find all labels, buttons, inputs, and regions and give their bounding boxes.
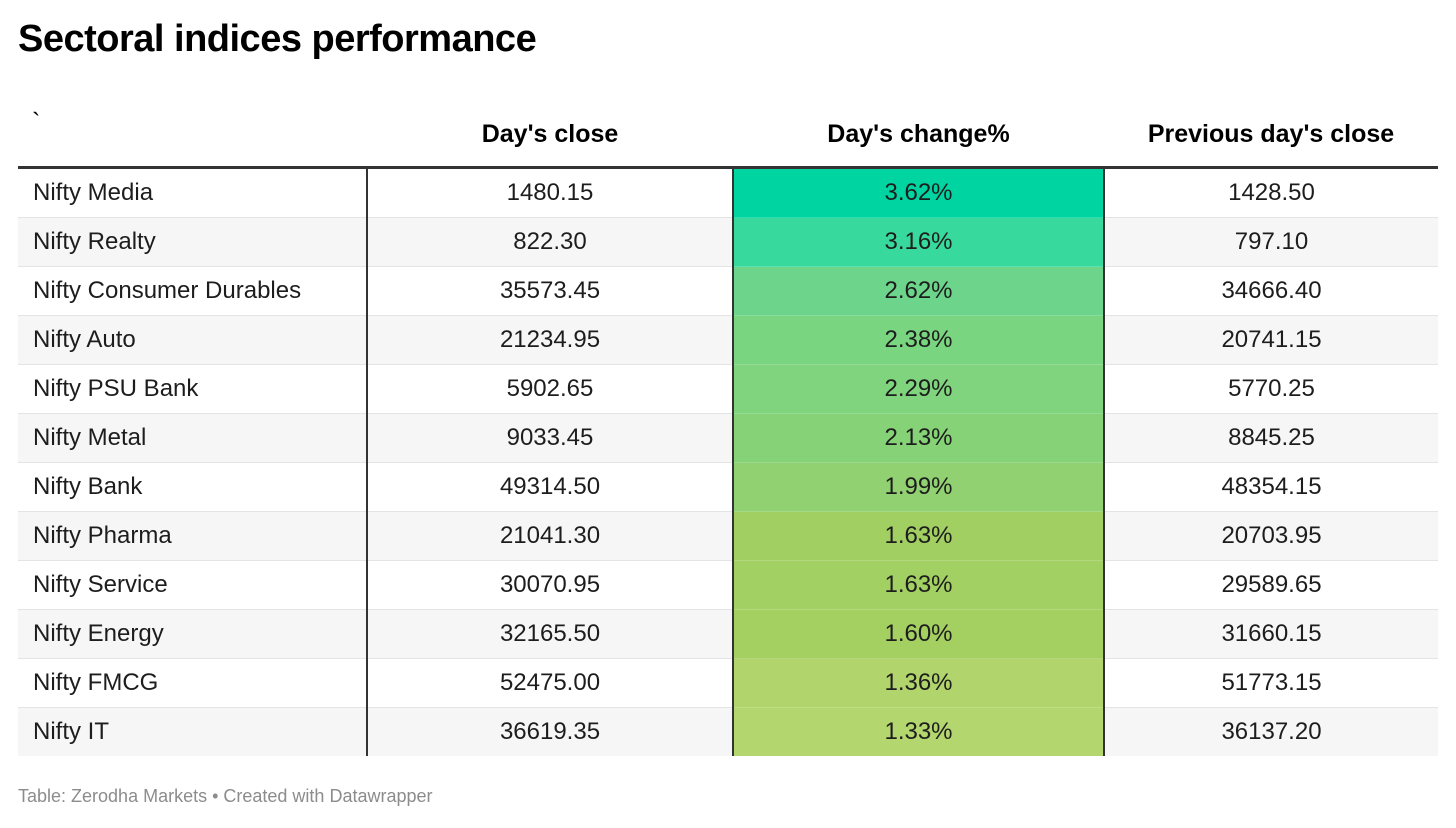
previous-close-cell: 51773.15 <box>1104 658 1438 708</box>
column-header-name[interactable]: ` <box>18 102 367 169</box>
previous-close-cell: 31660.15 <box>1104 609 1438 659</box>
days-close-cell: 35573.45 <box>367 266 734 316</box>
index-name-cell: Nifty FMCG <box>18 658 368 708</box>
index-name-cell: Nifty PSU Bank <box>18 364 368 414</box>
index-name-cell: Nifty Consumer Durables <box>18 266 368 316</box>
previous-close-cell: 8845.25 <box>1104 413 1438 463</box>
days-change-cell: 2.62% <box>733 266 1105 316</box>
table-row: Nifty Media 1480.15 3.62% 1428.50 <box>18 167 1438 218</box>
previous-close-cell: 34666.40 <box>1104 266 1438 316</box>
source-footer: Table: Zerodha Markets • Created with Da… <box>18 786 433 806</box>
previous-close-cell: 36137.20 <box>1104 707 1438 756</box>
days-close-cell: 5902.65 <box>367 364 734 414</box>
page-title: Sectoral indices performance <box>18 18 537 60</box>
days-close-cell: 30070.95 <box>367 560 734 610</box>
previous-close-cell: 29589.65 <box>1104 560 1438 610</box>
days-close-cell: 32165.50 <box>367 609 734 659</box>
previous-close-cell: 20741.15 <box>1104 315 1438 365</box>
index-name-cell: Nifty IT <box>18 707 368 756</box>
table-body: Nifty Media 1480.15 3.62% 1428.50 Nifty Real… <box>18 167 1438 756</box>
days-close-cell: 822.30 <box>367 217 734 267</box>
table-row: Nifty PSU Bank 5902.65 2.29% 5770.25 <box>18 364 1438 414</box>
days-change-cell: 1.60% <box>733 609 1105 659</box>
table-row: Nifty Realty 822.30 3.16% 797.10 <box>18 217 1438 267</box>
days-close-cell: 21041.30 <box>367 511 734 561</box>
days-change-cell: 1.63% <box>733 511 1105 561</box>
days-change-cell: 1.36% <box>733 658 1105 708</box>
previous-close-cell: 48354.15 <box>1104 462 1438 512</box>
index-name-cell: Nifty Pharma <box>18 511 368 561</box>
column-header-days-change[interactable]: Day's change% <box>733 102 1104 169</box>
days-change-cell: 3.62% <box>733 167 1105 218</box>
days-change-cell: 1.63% <box>733 560 1105 610</box>
days-close-cell: 1480.15 <box>367 167 734 218</box>
table-row: Nifty Pharma 21041.30 1.63% 20703.95 <box>18 511 1438 561</box>
column-header-previous-close[interactable]: Previous day's close <box>1104 102 1438 169</box>
days-change-cell: 3.16% <box>733 217 1105 267</box>
days-close-cell: 49314.50 <box>367 462 734 512</box>
days-change-cell: 2.29% <box>733 364 1105 414</box>
table-row: Nifty Consumer Durables 35573.45 2.62% 3466… <box>18 266 1438 316</box>
days-change-cell: 2.38% <box>733 315 1105 365</box>
previous-close-cell: 20703.95 <box>1104 511 1438 561</box>
table-row: Nifty Bank 49314.50 1.99% 48354.15 <box>18 462 1438 512</box>
days-change-cell: 2.13% <box>733 413 1105 463</box>
days-change-cell: 1.99% <box>733 462 1105 512</box>
days-close-cell: 9033.45 <box>367 413 734 463</box>
index-name-cell: Nifty Bank <box>18 462 368 512</box>
table-row: Nifty IT 36619.35 1.33% 36137.20 <box>18 707 1438 756</box>
previous-close-cell: 5770.25 <box>1104 364 1438 414</box>
days-close-cell: 21234.95 <box>367 315 734 365</box>
index-name-cell: Nifty Media <box>18 167 368 218</box>
table-row: Nifty Energy 32165.50 1.60% 31660.15 <box>18 609 1438 659</box>
index-name-cell: Nifty Auto <box>18 315 368 365</box>
column-header-days-close[interactable]: Day's close <box>367 102 733 169</box>
index-name-cell: Nifty Energy <box>18 609 368 659</box>
days-close-cell: 52475.00 <box>367 658 734 708</box>
table-row: Nifty Auto 21234.95 2.38% 20741.15 <box>18 315 1438 365</box>
days-close-cell: 36619.35 <box>367 707 734 756</box>
days-change-cell: 1.33% <box>733 707 1105 756</box>
index-name-cell: Nifty Realty <box>18 217 368 267</box>
index-name-cell: Nifty Service <box>18 560 368 610</box>
table-header-row: ` Day's close Day's change% Previous day… <box>18 102 1438 169</box>
sector-indices-table: ` Day's close Day's change% Previous day… <box>18 102 1438 756</box>
table-row: Nifty Metal 9033.45 2.13% 8845.25 <box>18 413 1438 463</box>
table-row: Nifty FMCG 52475.00 1.36% 51773.15 <box>18 658 1438 708</box>
previous-close-cell: 797.10 <box>1104 217 1438 267</box>
table-row: Nifty Service 30070.95 1.63% 29589.65 <box>18 560 1438 610</box>
previous-close-cell: 1428.50 <box>1104 167 1438 218</box>
index-name-cell: Nifty Metal <box>18 413 368 463</box>
